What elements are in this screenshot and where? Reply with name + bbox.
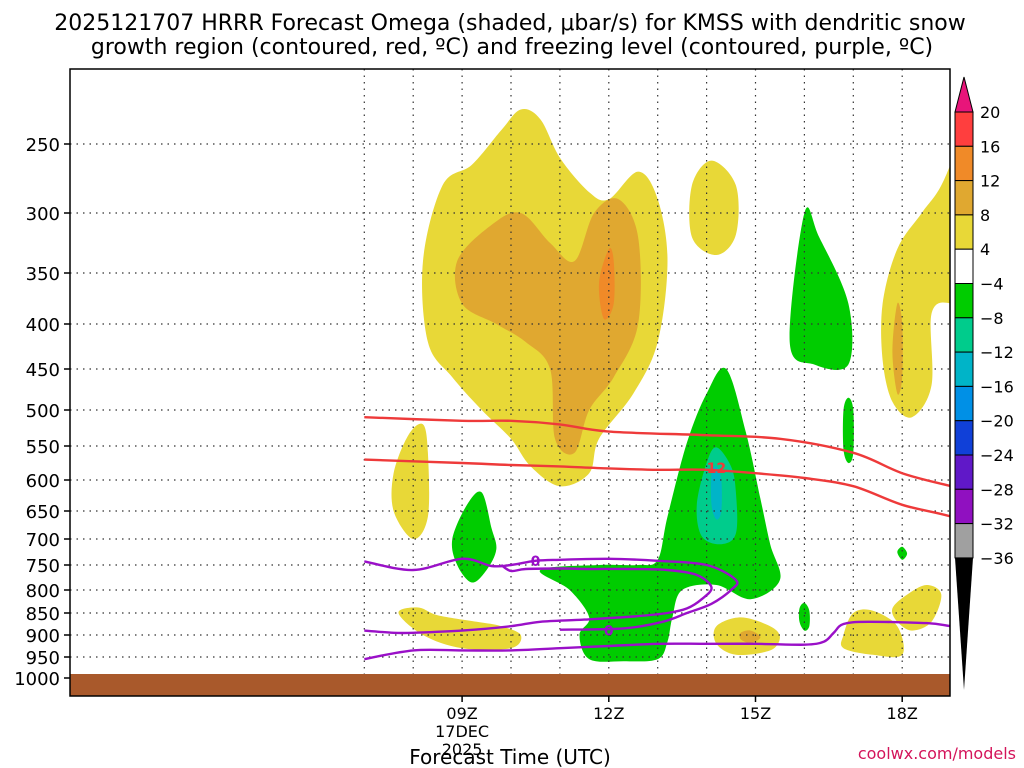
x-tick-label-h9-0: 09Z	[446, 704, 477, 723]
y-tick-label-700: 700	[26, 530, 60, 551]
colorbar-label-9: −20	[980, 412, 1014, 431]
y-tick-label-450: 450	[26, 360, 60, 381]
colorbar-band-10	[954, 454, 974, 490]
colorbar-label-2: 12	[980, 172, 1000, 191]
omega-region-teal-20z	[990, 575, 1000, 599]
colorbar-label-6: −8	[980, 309, 1004, 328]
colorbar: 20 16 12 8 4 −4 −8 −12 −16 −20 −24 −28 −32 −36	[954, 76, 1014, 690]
colorbar-label-13: −36	[980, 549, 1014, 568]
freezing-contour-label-freezing-middle: 0	[604, 624, 614, 640]
x-tick-label-h15-0: 15Z	[740, 704, 771, 723]
plot-frame	[69, 68, 951, 697]
y-tick-label-750: 750	[26, 556, 60, 577]
omega-region-yellow-19z-low	[891, 585, 942, 631]
colorbar-label-11: −28	[980, 480, 1014, 499]
omega-region-orange-18z	[892, 302, 903, 395]
y-tick-label-600: 600	[26, 471, 60, 492]
colorbar-band-2	[954, 180, 974, 216]
colorbar-top-arrow	[954, 76, 974, 113]
omega-region-yellow-14z-top	[689, 160, 739, 256]
omega-region-left-orange	[454, 198, 641, 455]
colorbar-band-7	[954, 351, 974, 387]
colorbar-band-1	[954, 145, 974, 182]
omega-region-green-17z-dot	[842, 397, 854, 464]
omega-shading	[391, 109, 1000, 662]
x-axis: 09Z17DEC202512Z15Z18Z21Z00Z18DEC	[435, 696, 918, 759]
colorbar-band-11	[954, 488, 974, 525]
chart-title-line2: growth region (contoured, red, ºC) and f…	[91, 35, 933, 60]
freezing-level-contours: 00	[364, 554, 950, 661]
y-tick-label-850: 850	[26, 604, 60, 625]
omega-region-yellow-low-09z	[398, 607, 522, 650]
dgz-contour-label-lower-red: 12	[707, 461, 726, 477]
colorbar-band-9	[954, 420, 974, 456]
x-tick-label-h12-0: 12Z	[593, 704, 624, 723]
y-axis: 2503003504004505005506006507007508008509…	[14, 135, 70, 690]
dendritic-growth-contours: 12	[364, 416, 950, 518]
y-tick-label-950: 950	[26, 648, 60, 669]
colorbar-band-4	[954, 248, 974, 284]
x-tick-label-h18-0: 18Z	[887, 704, 918, 723]
plot-area: 12 00	[70, 69, 1000, 696]
colorbar-band-12	[954, 523, 974, 559]
omega-region-green-16z-column	[789, 207, 853, 370]
freezing-contour-freezing-lower	[364, 620, 950, 661]
y-tick-label-900: 900	[26, 626, 60, 647]
y-tick-label-650: 650	[26, 502, 60, 523]
omega-region-orange-low-15z	[739, 630, 761, 643]
colorbar-label-0: 20	[980, 103, 1000, 122]
y-tick-label-300: 300	[26, 204, 60, 225]
colorbar-label-5: −4	[980, 275, 1004, 294]
omega-region-green-early	[451, 491, 497, 583]
omega-region-green-12z-main	[539, 367, 781, 662]
dgz-contour-upper-red	[364, 416, 950, 488]
grid-lines	[70, 69, 950, 696]
colorbar-label-4: 4	[980, 240, 990, 259]
terrain-fill	[70, 674, 950, 696]
colorbar-label-3: 8	[980, 206, 990, 225]
y-tick-label-350: 350	[26, 264, 60, 285]
omega-region-yellow-early-strip	[391, 423, 430, 540]
y-tick-label-800: 800	[26, 581, 60, 602]
colorbar-band-6	[954, 317, 974, 353]
colorbar-label-7: −12	[980, 343, 1014, 362]
freezing-contour-freezing-upper	[364, 557, 739, 631]
x-tick-label-h9-2: 2025	[442, 740, 483, 759]
dgz-contour-lower-red	[364, 458, 950, 518]
colorbar-label-10: −24	[980, 446, 1014, 465]
x-axis-title: Forecast Time (UTC)	[409, 745, 611, 768]
chart-title-line1: 2025121707 HRRR Forecast Omega (shaded, …	[54, 11, 966, 36]
freezing-contour-freezing-middle	[364, 563, 713, 635]
colorbar-band-3	[954, 214, 974, 250]
y-tick-label-550: 550	[26, 437, 60, 458]
y-tick-label-1000: 1000	[14, 669, 60, 690]
colorbar-label-1: 16	[980, 137, 1000, 156]
omega-region-green-18z-dot	[897, 546, 908, 560]
omega-region-left-darkorange	[598, 247, 615, 320]
omega-region-green-16z-dot	[798, 602, 810, 631]
colorbar-label-8: −16	[980, 377, 1014, 396]
colorbar-label-12: −32	[980, 515, 1014, 534]
colorbar-band-5	[954, 283, 974, 319]
y-tick-label-400: 400	[26, 315, 60, 336]
x-tick-label-h9-1: 17DEC	[435, 722, 489, 741]
colorbar-bottom-arrow	[955, 557, 973, 690]
freezing-contour-label-freezing-upper: 0	[531, 554, 541, 570]
y-tick-label-500: 500	[26, 401, 60, 422]
y-tick-label-250: 250	[26, 135, 60, 156]
colorbar-band-8	[954, 385, 974, 422]
colorbar-band-0	[954, 111, 974, 147]
terrain-ground	[70, 674, 950, 696]
site-credit: coolwx.com/models	[858, 744, 1016, 763]
